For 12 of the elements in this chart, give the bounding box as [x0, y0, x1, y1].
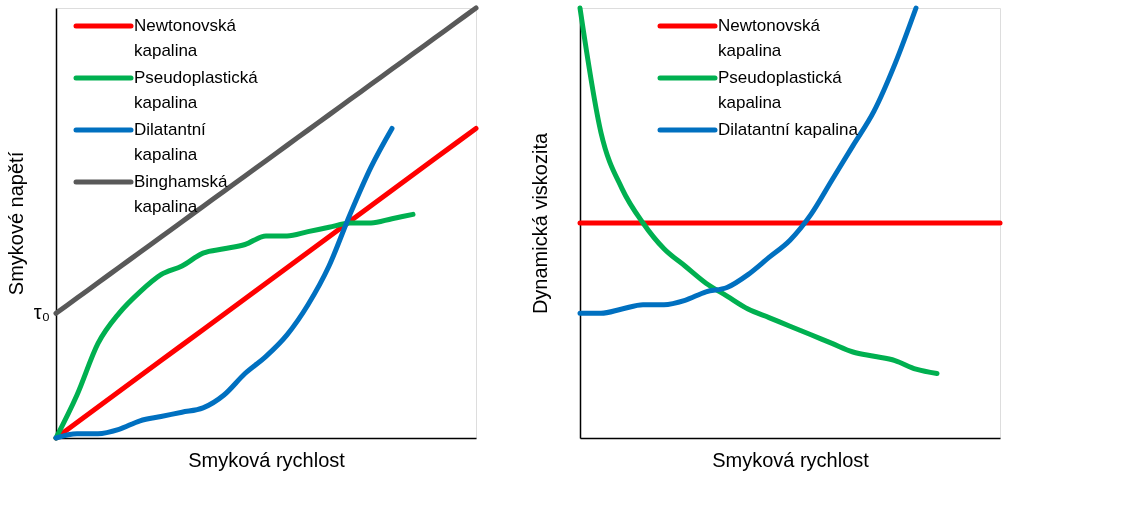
- text: τ₀: [33, 301, 50, 324]
- y-axis-title: Smykové napětí: [4, 151, 27, 296]
- legend-label: Dilatantní kapalina: [718, 120, 859, 139]
- y-axis-title: Dynamická viskozita: [528, 132, 551, 315]
- legend-label: Binghamská kapalina: [134, 172, 229, 216]
- legend-label: Newtonovská kapalina: [718, 16, 821, 60]
- legend-label: Dilatantní kapalina: [134, 120, 207, 164]
- x-axis-title: Smyková rychlost: [712, 448, 870, 471]
- legend-label: Pseudoplastická kapalina: [134, 68, 259, 112]
- x-axis-title: Smyková rychlost: [188, 448, 346, 471]
- legend-label: Pseudoplastická kapalina: [718, 68, 843, 112]
- legend-label: Newtonovská kapalina: [134, 16, 237, 60]
